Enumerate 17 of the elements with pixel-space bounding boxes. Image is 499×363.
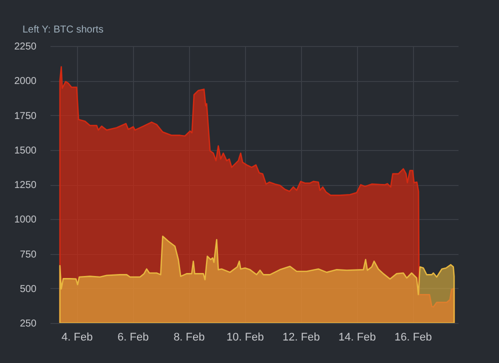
y-tick-label: 1000 [14, 214, 37, 226]
y-tick-label: 2250 [14, 42, 37, 52]
x-tick-label: 14. Feb [338, 332, 376, 344]
y-tick-label: 500 [20, 284, 37, 295]
y-axis-title: Left Y: BTC shorts [22, 24, 104, 36]
x-tick-label: 12. Feb [282, 332, 320, 344]
y-tick-label: 2000 [14, 76, 37, 88]
y-tick-label: 250 [20, 318, 37, 330]
y-tick-label: 1500 [14, 145, 37, 156]
x-tick-label: 6. Feb [118, 332, 149, 344]
x-tick-label: 8. Feb [174, 332, 205, 344]
x-tick-label: 4. Feb [62, 332, 93, 344]
x-tick-label: 16. Feb [394, 332, 432, 344]
y-tick-label: 1250 [14, 180, 37, 191]
y-tick-label: 1750 [14, 110, 37, 122]
x-tick-label: 10. Feb [226, 332, 264, 344]
y-tick-label: 750 [20, 249, 37, 260]
